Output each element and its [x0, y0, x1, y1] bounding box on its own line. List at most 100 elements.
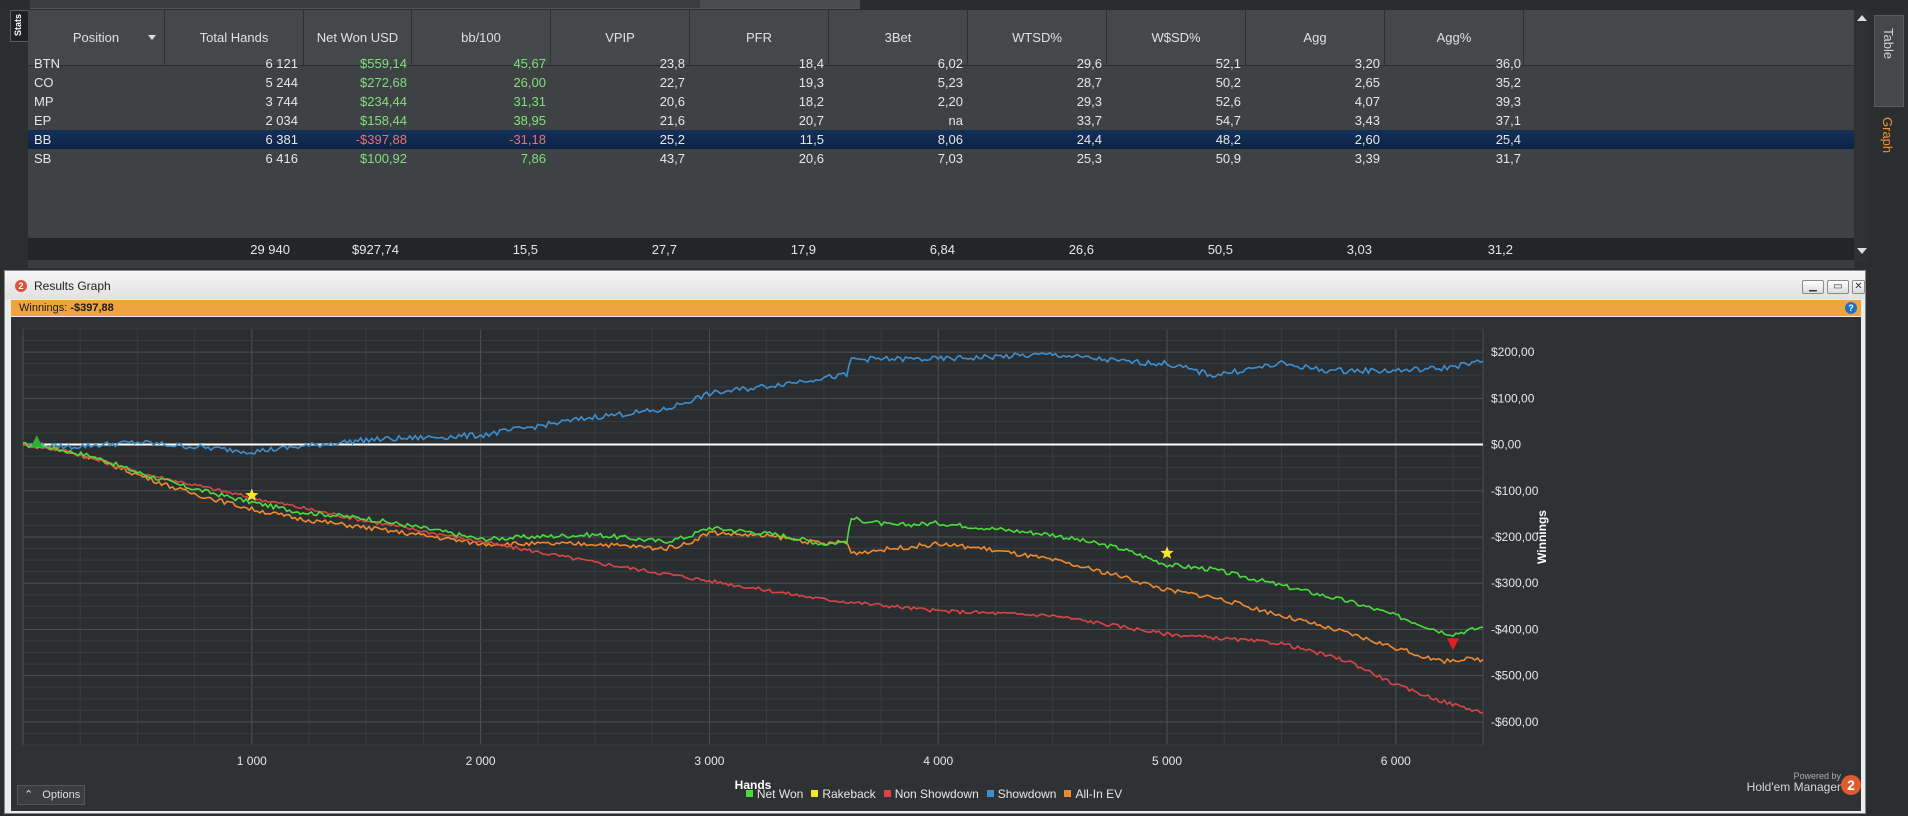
options-button[interactable]: ⌃ Options — [17, 785, 85, 805]
table-row[interactable]: BB 6 381 -$397,88 -31,18 25,2 11,5 8,06 24,4 48,… — [28, 130, 1854, 149]
cell-vpip: 21,6 — [659, 113, 685, 128]
cell-bb100: 31,31 — [513, 94, 546, 109]
chart-area: 1 000 2 000 3 000 4 000 5 000 6 000 $200,00 $10… — [11, 317, 1861, 811]
cell-position: MP — [34, 94, 54, 109]
tab-graph[interactable]: Graph — [1880, 117, 1895, 154]
y-tick-label: $100,00 — [1491, 391, 1535, 405]
table-header: Position Total Hands Net Won USD bb/100 … — [28, 10, 1854, 66]
cell-agg: 3,20 — [1354, 56, 1380, 71]
cell-position: BB — [34, 132, 52, 147]
table-row[interactable]: MP 3 744 $234,44 31,31 20,6 18,2 2,20 29,3 52,6 4… — [28, 92, 1854, 111]
cell-3bet: 6,02 — [937, 56, 963, 71]
table-row[interactable]: CO 5 244 $272,68 26,00 22,7 19,3 5,23 28,7 50,2 2… — [28, 73, 1854, 92]
cell-vpip: 23,8 — [659, 56, 685, 71]
legend-label: Non Showdown — [894, 787, 979, 801]
cell-agg-pct: 31,7 — [1495, 151, 1521, 166]
cell-vpip: 25,2 — [659, 132, 685, 147]
legend-swatch — [986, 790, 994, 797]
legend-swatch — [883, 790, 891, 797]
cell-pfr: 20,6 — [798, 151, 824, 166]
col-header-total-hands[interactable]: Total Hands — [165, 10, 304, 65]
cell-vpip: 22,7 — [659, 75, 685, 90]
cell-3bet: 2,20 — [937, 94, 963, 109]
col-header-net-won[interactable]: Net Won USD — [304, 10, 412, 65]
y-tick-label: $200,00 — [1491, 345, 1535, 359]
y-tick-label: $0,00 — [1491, 438, 1521, 452]
tab-table[interactable]: Table — [1874, 15, 1904, 107]
chevron-up-icon: ⌃ — [24, 789, 34, 801]
legend-item-non-showdown[interactable]: Non Showdown — [883, 787, 979, 801]
legend-item-showdown[interactable]: Showdown — [986, 787, 1056, 801]
cell-net-won: $234,44 — [360, 94, 407, 109]
scroll-down-icon[interactable] — [1857, 248, 1867, 254]
col-header-position[interactable]: Position — [28, 10, 165, 65]
cell-agg: 2,60 — [1354, 132, 1380, 147]
maximize-button[interactable]: ▭ — [1827, 280, 1849, 294]
legend-label: All-In EV — [1075, 787, 1123, 801]
cell-pfr: 20,7 — [798, 113, 824, 128]
close-icon: ✕ — [1854, 281, 1863, 292]
stats-tab[interactable]: Stats — [10, 10, 29, 42]
y-tick-label: -$200,00 — [1491, 530, 1539, 544]
legend-item-net-won[interactable]: Net Won — [745, 787, 803, 801]
col-header-wsd[interactable]: W$SD% — [1107, 10, 1246, 65]
col-header-bb100[interactable]: bb/100 — [412, 10, 551, 65]
total-agg: 3,03 — [1346, 242, 1372, 257]
total-position — [34, 238, 134, 261]
total-bb100: 15,5 — [512, 242, 538, 257]
cell-total-hands: 3 744 — [265, 94, 298, 109]
legend-item-all-in-ev[interactable]: All-In EV — [1064, 787, 1122, 801]
holdem-manager-logo: 2 — [1841, 775, 1861, 795]
winnings-value: -$397,88 — [70, 302, 114, 314]
total-pfr: 17,9 — [790, 242, 816, 257]
cell-agg-pct: 39,3 — [1495, 94, 1521, 109]
cell-wtsd: 29,3 — [1076, 94, 1102, 109]
cell-wsd: 52,6 — [1215, 94, 1241, 109]
y-tick-label: -$400,00 — [1491, 622, 1539, 636]
legend-label: Rakeback — [822, 787, 876, 801]
cell-net-won: $272,68 — [360, 75, 407, 90]
cell-position: CO — [34, 75, 54, 90]
table-row[interactable]: SB 6 416 $100,92 7,86 43,7 20,6 7,03 25,3 50,9 3,… — [28, 149, 1854, 168]
col-header-3bet[interactable]: 3Bet — [829, 10, 968, 65]
cell-agg-pct: 35,2 — [1495, 75, 1521, 90]
total-wsd: 50,5 — [1207, 242, 1233, 257]
cell-bb100: 26,00 — [513, 75, 546, 90]
powered-by: Powered by Hold'em Manager — [1747, 771, 1841, 793]
cell-bb100: 45,67 — [513, 56, 546, 71]
col-header-wtsd[interactable]: WTSD% — [968, 10, 1107, 65]
table-horizontal-scrollbar[interactable] — [28, 260, 1854, 268]
col-header-agg-pct[interactable]: Agg% — [1385, 10, 1524, 65]
legend-item-rakeback[interactable]: Rakeback — [811, 787, 876, 801]
cell-3bet: 7,03 — [937, 151, 963, 166]
powered-by-label: Powered by — [1793, 771, 1841, 781]
cell-pfr: 18,2 — [798, 94, 824, 109]
table-row[interactable]: EP 2 034 $158,44 38,95 21,6 20,7 na 33,7 54,7 3,4… — [28, 111, 1854, 130]
minimize-button[interactable]: ▁ — [1802, 280, 1824, 294]
cell-vpip: 20,6 — [659, 94, 685, 109]
cell-wsd: 50,2 — [1215, 75, 1241, 90]
help-icon[interactable]: ? — [1845, 302, 1857, 314]
brand-name: Hold'em Manager — [1746, 780, 1841, 794]
total-vpip: 27,7 — [651, 242, 677, 257]
series-line-non-showdown — [22, 442, 1484, 714]
col-header-vpip[interactable]: VPIP — [551, 10, 690, 65]
table-vertical-scrollbar[interactable] — [1854, 10, 1868, 262]
col-header-pfr[interactable]: PFR — [690, 10, 829, 65]
table-row[interactable]: BTN 6 121 $559,14 45,67 23,8 18,4 6,02 29,6 52,1… — [28, 54, 1854, 73]
scroll-up-icon[interactable] — [1857, 15, 1867, 21]
x-tick-label: 4 000 — [923, 754, 953, 768]
hm2-logo-icon: 2 — [15, 280, 27, 292]
legend-swatch — [745, 790, 753, 797]
winnings-label: Winnings: -$397,88 — [19, 302, 114, 314]
col-header-agg[interactable]: Agg — [1246, 10, 1385, 65]
cell-total-hands: 5 244 — [265, 75, 298, 90]
cell-position: SB — [34, 151, 52, 166]
cell-agg: 4,07 — [1354, 94, 1380, 109]
x-axis-label: Hands — [735, 778, 772, 792]
cell-3bet: 8,06 — [937, 132, 963, 147]
cell-net-won: $100,92 — [360, 151, 407, 166]
close-button[interactable]: ✕ — [1852, 280, 1865, 294]
cell-total-hands: 6 416 — [265, 151, 298, 166]
cell-agg-pct: 36,0 — [1495, 56, 1521, 71]
